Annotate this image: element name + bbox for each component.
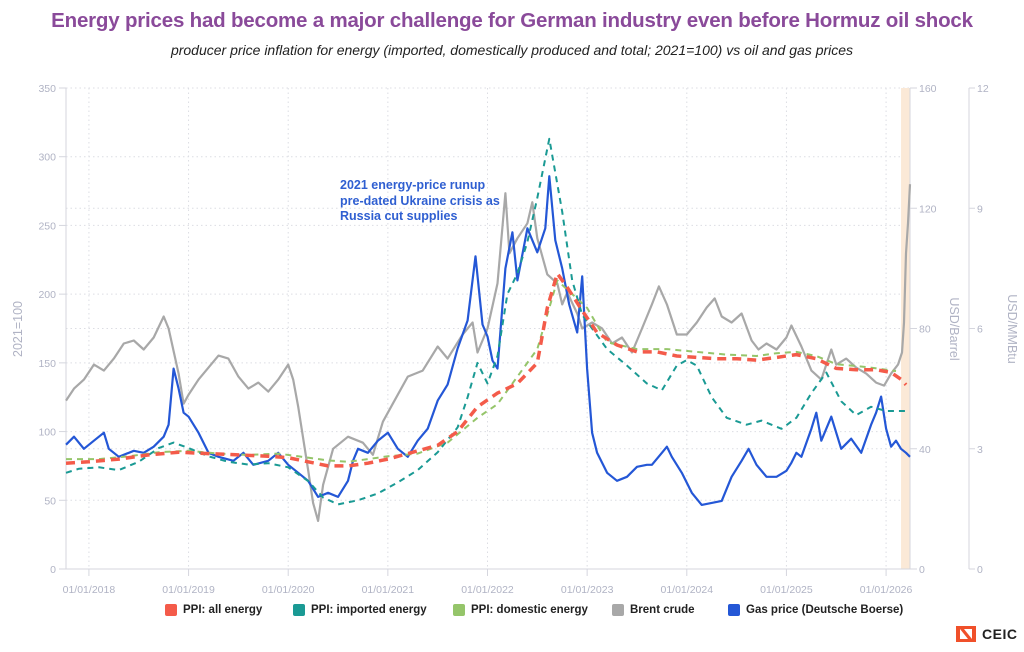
annotation-line: 2021 energy-price runup (340, 178, 486, 192)
ceic-logo-icon (956, 626, 976, 642)
legend-item-ppi-imported-energy[interactable]: PPI: imported energy (293, 604, 427, 616)
legend-swatch (293, 604, 305, 616)
chart-subtitle: producer price inflation for energy (imp… (170, 42, 854, 58)
right1-axis-title: USD/Barrel (947, 297, 961, 360)
legend-swatch (728, 604, 740, 616)
axes: 0 50 100 150 200 250 300 350 0 40 80 120 160 0 3 6 9 12 01… (38, 83, 988, 596)
legend-label: Brent crude (630, 604, 695, 616)
legend-item-ppi-domestic-energy[interactable]: PPI: domestic energy (453, 604, 588, 616)
chart-title: Energy prices had become a major challen… (51, 9, 973, 32)
series-line-brent-crude (65, 184, 912, 522)
right2-axis-tick-label: 3 (977, 444, 983, 456)
legend-item-ppi-all-energy[interactable]: PPI: all energy (165, 604, 262, 616)
left-axis-tick-label: 50 (44, 495, 56, 507)
x-axis-tick-label: 01/01/2018 (63, 584, 116, 596)
x-axis-tick-label: 01/01/2022 (461, 584, 514, 596)
legend-item-gas-price[interactable]: Gas price (Deutsche Boerse) (728, 604, 903, 616)
legend-swatch (612, 604, 624, 616)
legend-label: PPI: domestic energy (471, 604, 588, 616)
highlight-region (901, 88, 910, 569)
x-axis-tick-label: 01/01/2021 (362, 584, 415, 596)
gridlines (66, 87, 910, 570)
highlight-region-layer (901, 88, 910, 569)
x-axis-tick-label: 01/01/2024 (661, 584, 714, 596)
series-line-ppi-all-energy (65, 271, 908, 468)
x-axis-tick-label: 01/01/2023 (561, 584, 614, 596)
right1-axis-tick-label: 40 (919, 444, 931, 456)
right1-axis-tick-label: 160 (919, 83, 937, 95)
left-axis-tick-label: 100 (38, 427, 56, 439)
left-axis-tick-label: 300 (38, 152, 56, 164)
legend-item-brent-crude[interactable]: Brent crude (612, 604, 695, 616)
annotation-line: pre-dated Ukraine crisis as (340, 193, 500, 208)
right1-axis-tick-label: 80 (919, 324, 931, 336)
right2-axis-tick-label: 6 (977, 324, 983, 336)
left-axis-tick-label: 350 (38, 83, 56, 95)
left-axis-tick-label: 200 (38, 289, 56, 301)
legend-swatch (165, 604, 177, 616)
right1-axis-tick-label: 120 (919, 203, 937, 215)
right2-axis-tick-label: 12 (977, 83, 989, 95)
legend-swatch (453, 604, 465, 616)
left-axis-tick-label: 250 (38, 220, 56, 232)
x-axis-tick-label: 01/01/2026 (860, 584, 913, 596)
legend-label: PPI: imported energy (311, 604, 427, 616)
left-axis-tick-label: 0 (50, 564, 56, 576)
chart-annotation: 2021 energy-price runup pre-dated Ukrain… (340, 178, 500, 225)
ceic-logo-text: CEIC (982, 626, 1018, 642)
ceic-logo: CEIC (956, 626, 1017, 642)
right1-axis-tick-label: 0 (919, 564, 925, 576)
left-axis-title: 2021=100 (11, 301, 25, 357)
right2-axis-tick-label: 0 (977, 564, 983, 576)
x-axis-tick-label: 01/01/2020 (262, 584, 315, 596)
right2-axis-tick-label: 9 (977, 203, 983, 215)
legend-label: PPI: all energy (183, 604, 263, 616)
series-layer (65, 137, 912, 522)
x-axis-tick-label: 01/01/2019 (162, 584, 215, 596)
annotation-line: Russia cut supplies (340, 209, 458, 223)
series-line-ppi-imported-energy (65, 137, 906, 506)
left-axis-tick-label: 150 (38, 358, 56, 370)
legend-label: Gas price (Deutsche Boerse) (746, 604, 904, 616)
x-axis-tick-label: 01/01/2025 (760, 584, 813, 596)
right2-axis-title: USD/MMBtu (1005, 294, 1019, 364)
